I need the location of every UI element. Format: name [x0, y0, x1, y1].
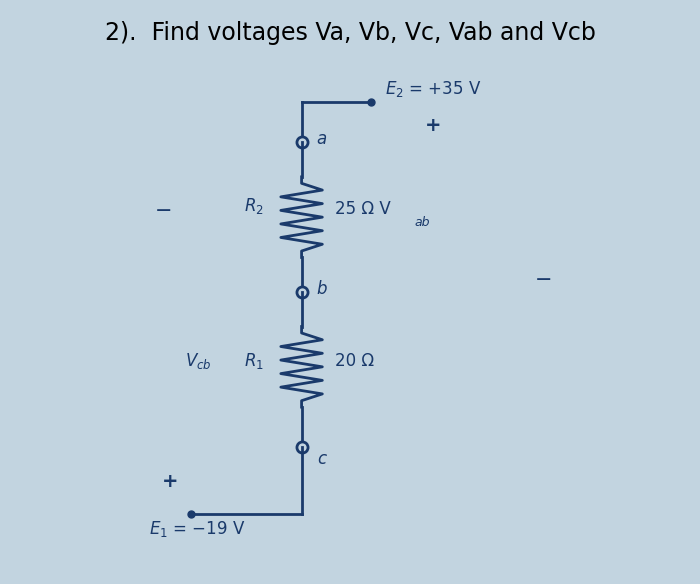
Text: 25 Ω V: 25 Ω V: [335, 200, 391, 217]
Text: −: −: [155, 201, 172, 221]
Text: −: −: [535, 270, 552, 290]
Text: +: +: [425, 116, 441, 134]
Text: $R_2$: $R_2$: [244, 196, 263, 215]
Text: $E_1$ = −19 V: $E_1$ = −19 V: [149, 519, 246, 540]
Text: 2).  Find voltages Va, Vb, Vc, Vab and Vcb: 2). Find voltages Va, Vb, Vc, Vab and Vc…: [104, 22, 596, 46]
Text: ab: ab: [414, 217, 430, 230]
Text: $R_1$: $R_1$: [244, 351, 263, 371]
Text: c: c: [317, 450, 326, 468]
Text: b: b: [317, 280, 328, 298]
Text: a: a: [317, 130, 327, 148]
Text: 20 Ω: 20 Ω: [335, 352, 374, 370]
Text: $E_2$ = +35 V: $E_2$ = +35 V: [384, 79, 481, 99]
Text: +: +: [162, 472, 178, 492]
Text: $V_{cb}$: $V_{cb}$: [185, 351, 211, 371]
